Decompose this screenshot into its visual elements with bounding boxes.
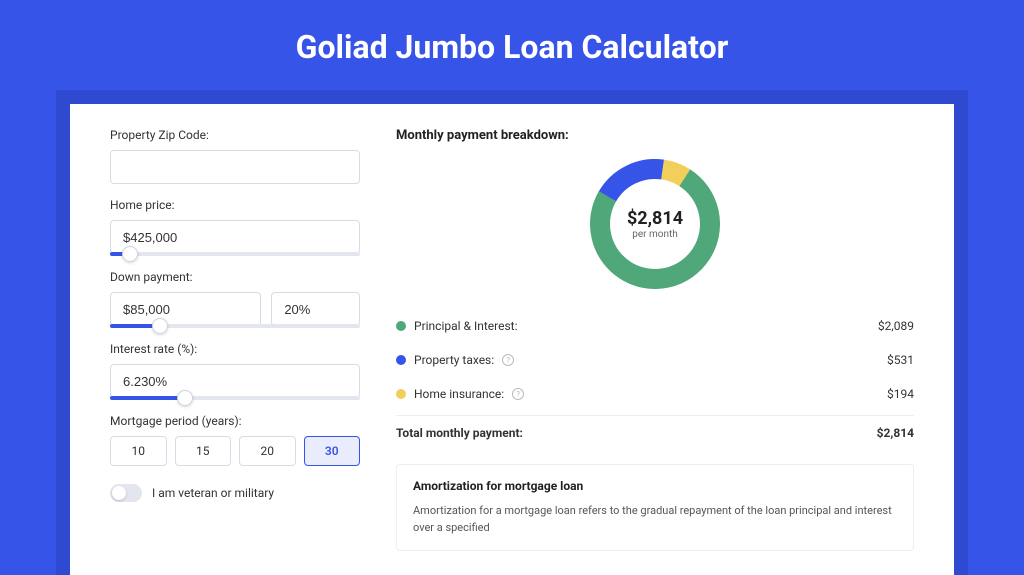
period-label: Mortgage period (years): <box>110 414 360 428</box>
legend: Principal & Interest: $2,089 Property taxe… <box>396 309 914 450</box>
veteran-toggle[interactable] <box>110 484 142 502</box>
period-button-20[interactable]: 20 <box>239 436 296 466</box>
legend-dot <box>396 321 406 331</box>
period-buttons: 10 1520 30 <box>110 436 360 466</box>
form-column: Property Zip Code: Home price: Down paym… <box>110 128 360 551</box>
donut-sub: per month <box>632 229 678 240</box>
down-payment-pct-input[interactable] <box>271 292 360 326</box>
legend-value: $194 <box>887 387 914 401</box>
legend-label: Property taxes: <box>414 353 494 367</box>
legend-label: Principal & Interest: <box>414 319 518 333</box>
veteran-label: I am veteran or military <box>152 486 274 500</box>
legend-dot <box>396 355 406 365</box>
interest-rate-slider[interactable] <box>110 396 360 400</box>
interest-rate-input[interactable] <box>110 364 360 398</box>
period-button-15[interactable]: 15 <box>175 436 232 466</box>
legend-row: Home insurance:? $194 <box>396 377 914 411</box>
down-payment-input[interactable] <box>110 292 261 326</box>
outer-panel: Property Zip Code: Home price: Down paym… <box>56 90 968 575</box>
legend-value: $531 <box>887 353 914 367</box>
period-button-10[interactable]: 10 <box>110 436 167 466</box>
legend-total-row: Total monthly payment: $2,814 <box>396 415 914 450</box>
zip-input[interactable] <box>110 150 360 184</box>
amortization-text: Amortization for a mortgage loan refers … <box>413 503 897 536</box>
breakdown-column: Monthly payment breakdown: $2,814 per mo… <box>396 128 914 551</box>
zip-label: Property Zip Code: <box>110 128 360 142</box>
home-price-slider[interactable] <box>110 252 360 256</box>
down-payment-label: Down payment: <box>110 270 360 284</box>
info-icon[interactable]: ? <box>512 388 524 400</box>
home-price-input[interactable] <box>110 220 360 254</box>
interest-rate-label: Interest rate (%): <box>110 342 360 356</box>
amortization-title: Amortization for mortgage loan <box>413 479 897 493</box>
legend-row: Property taxes:? $531 <box>396 343 914 377</box>
legend-dot <box>396 389 406 399</box>
home-price-label: Home price: <box>110 198 360 212</box>
legend-total-label: Total monthly payment: <box>396 426 523 440</box>
donut-amount: $2,814 <box>627 208 683 229</box>
legend-label: Home insurance: <box>414 387 504 401</box>
calculator-card: Property Zip Code: Home price: Down paym… <box>70 104 954 575</box>
donut-chart: $2,814 per month <box>396 159 914 289</box>
breakdown-title: Monthly payment breakdown: <box>396 128 914 143</box>
legend-value: $2,089 <box>878 319 914 333</box>
down-payment-slider[interactable] <box>110 324 360 328</box>
legend-total-value: $2,814 <box>877 426 914 440</box>
amortization-card: Amortization for mortgage loan Amortizat… <box>396 464 914 551</box>
info-icon[interactable]: ? <box>502 354 514 366</box>
page-title: Goliad Jumbo Loan Calculator <box>0 0 1024 90</box>
period-button-30[interactable]: 30 <box>304 436 361 466</box>
legend-row: Principal & Interest: $2,089 <box>396 309 914 343</box>
